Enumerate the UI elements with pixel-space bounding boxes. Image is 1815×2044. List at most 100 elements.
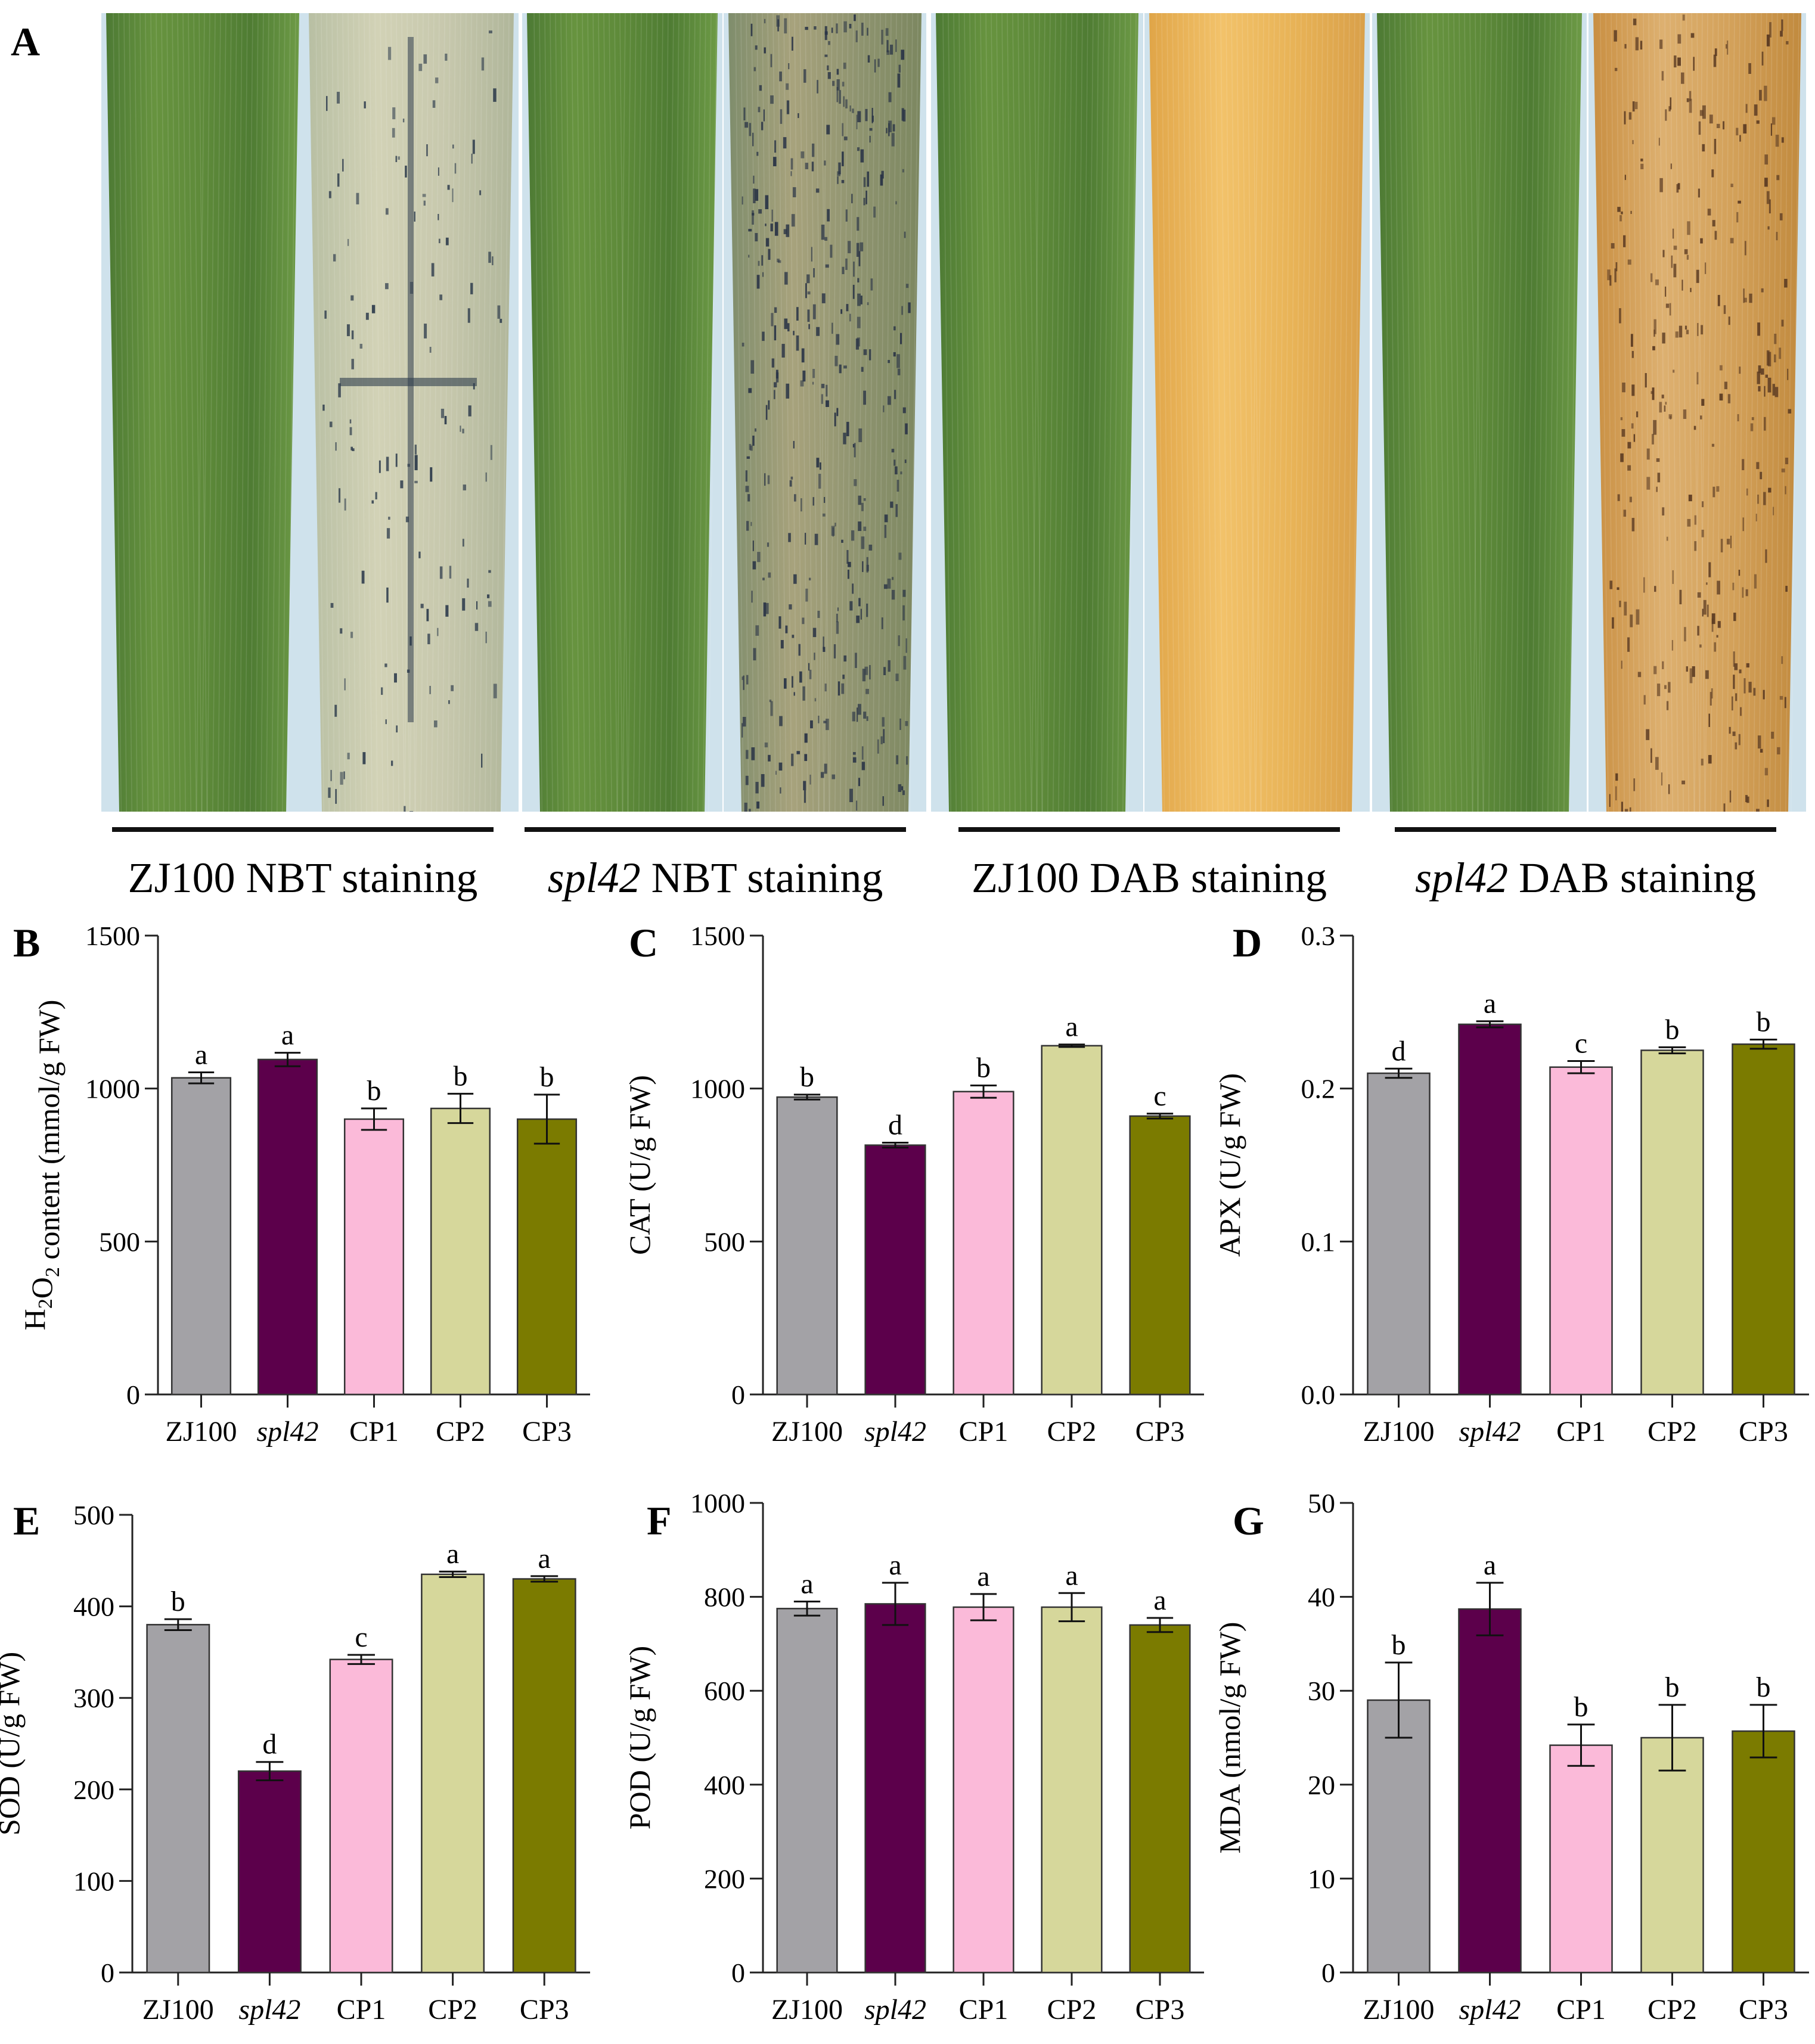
- panel-g-letter: G: [1233, 1498, 1264, 1543]
- x-tick-label: CP1: [349, 1416, 399, 1447]
- error-bar: [1749, 1039, 1777, 1050]
- x-tick-label: CP3: [1135, 1416, 1185, 1447]
- y-tick-label: 200: [73, 1775, 114, 1805]
- chart-e: 0 100 200 300 400 500 SOD (U/g FW) b ZJ100 d spl42…: [0, 1500, 590, 2026]
- bar-cp3: [1732, 1730, 1795, 1974]
- error-bar: [447, 1092, 474, 1124]
- error-bar: [882, 1582, 909, 1626]
- y-axis-label: SOD (U/g FW): [0, 1652, 26, 1835]
- panel-f-letter: F: [647, 1498, 672, 1543]
- error-bar: [274, 1052, 301, 1067]
- x-tick-label: CP2: [436, 1416, 485, 1447]
- bar-spl42: [257, 1058, 318, 1396]
- y-tick-label: 0: [1321, 1958, 1335, 1988]
- bar-cp2: [421, 1573, 485, 1974]
- x-tick-label: CP1: [959, 1994, 1009, 2026]
- panel-a-letter: A: [11, 19, 41, 64]
- significance-letter: a: [195, 1039, 207, 1070]
- y-tick-label: 0.2: [1301, 1074, 1336, 1104]
- significance-letter: c: [1575, 1027, 1587, 1059]
- spl42-nbt-control-leaf: [522, 13, 722, 812]
- group-bar-spl42-dab: [1395, 827, 1776, 832]
- y-tick-label: 50: [1308, 1488, 1335, 1518]
- significance-letter: d: [888, 1110, 902, 1141]
- y-tick-label: 0.3: [1301, 921, 1336, 951]
- significance-letter: b: [171, 1586, 185, 1617]
- significance-letter: c: [355, 1621, 367, 1653]
- significance-letter: a: [801, 1568, 813, 1599]
- y-tick-label: 1000: [85, 1074, 140, 1104]
- zj100-dab-control-leaf: [931, 13, 1143, 812]
- significance-letter: b: [800, 1061, 814, 1093]
- significance-letter: b: [1665, 1014, 1680, 1045]
- x-tick-label: spl42: [1459, 1994, 1521, 2026]
- x-tick-label: CP1: [959, 1416, 1009, 1447]
- group-label-spl42-dab: spl42 DAB staining: [1414, 854, 1757, 902]
- error-bar: [361, 1107, 387, 1131]
- bar-cp1: [953, 1091, 1014, 1396]
- x-tick-label: spl42: [256, 1416, 318, 1447]
- y-tick-label: 10: [1308, 1863, 1335, 1894]
- significance-letter: a: [281, 1020, 294, 1051]
- y-tick-label: 0: [731, 1380, 745, 1410]
- significance-letter: a: [1484, 1549, 1496, 1581]
- y-tick-label: 0: [731, 1958, 745, 1988]
- error-bar: [164, 1618, 192, 1632]
- y-tick-label: 400: [73, 1592, 114, 1622]
- x-tick-label: CP3: [522, 1416, 572, 1447]
- bar-cp2: [1640, 1049, 1704, 1396]
- error-bar: [970, 1593, 997, 1621]
- x-tick-label: CP2: [1648, 1416, 1697, 1447]
- bar-cp1: [953, 1606, 1014, 1974]
- significance-letter: b: [1392, 1629, 1406, 1661]
- significance-letter: a: [538, 1543, 551, 1574]
- y-axis-label: CAT (U/g FW): [623, 1075, 656, 1255]
- zj100-nbt-stained-leaf: [304, 13, 519, 812]
- error-bar: [188, 1071, 215, 1085]
- y-tick-label: 1000: [690, 1488, 745, 1518]
- bar-cp3: [512, 1578, 576, 1974]
- x-tick-label: CP1: [337, 1994, 386, 2026]
- bar-cp2: [1640, 1737, 1704, 1974]
- x-tick-label: CP2: [1648, 1994, 1697, 2026]
- bar-zj100: [776, 1608, 838, 1974]
- error-bar: [1658, 1704, 1686, 1772]
- bar-cp3: [1732, 1043, 1795, 1396]
- bar-cp2: [1041, 1045, 1103, 1396]
- panel-b-letter: B: [13, 920, 41, 965]
- error-bar: [530, 1575, 559, 1583]
- spl42-nbt-stained-leaf: [724, 13, 926, 812]
- group-bar-zj100-nbt: [112, 827, 494, 832]
- x-tick-label: spl42: [864, 1994, 926, 2026]
- error-bar: [1567, 1060, 1595, 1074]
- y-tick-label: 0.1: [1301, 1226, 1336, 1257]
- x-tick-label: ZJ100: [166, 1416, 237, 1447]
- significance-letter: b: [367, 1075, 381, 1107]
- spl42-dab-stained-leaf: [1588, 13, 1806, 812]
- error-bar: [1476, 1582, 1504, 1636]
- x-tick-label: CP2: [1047, 1994, 1097, 2026]
- bar-cp1: [1549, 1744, 1613, 1974]
- x-tick-label: CP3: [1739, 1416, 1788, 1447]
- bar-spl42: [864, 1144, 926, 1396]
- significance-letter: a: [1153, 1585, 1166, 1616]
- y-tick-label: 500: [704, 1226, 745, 1257]
- group-label-zj100-dab: ZJ100 DAB staining: [971, 854, 1327, 902]
- error-bar: [882, 1142, 909, 1149]
- y-axis-label: POD (U/g FW): [623, 1646, 656, 1829]
- y-tick-label: 20: [1308, 1770, 1335, 1800]
- significance-letter: c: [1153, 1080, 1166, 1112]
- bar-cp3: [516, 1118, 578, 1396]
- x-tick-label: CP2: [428, 1994, 477, 2026]
- bar-cp1: [1549, 1066, 1613, 1396]
- y-tick-label: 800: [704, 1582, 745, 1613]
- significance-letter: a: [977, 1561, 989, 1592]
- bar-zj100: [776, 1096, 838, 1396]
- bar-spl42: [237, 1770, 302, 1974]
- bar-cp3: [1129, 1115, 1191, 1396]
- chart-d: 0.0 0.1 0.2 0.3 APX (U/g FW) d ZJ100 a spl42 c CP1…: [1213, 921, 1809, 1447]
- bar-zj100: [1367, 1699, 1431, 1974]
- bar-cp3: [1129, 1624, 1191, 1974]
- significance-letter: b: [1665, 1672, 1680, 1703]
- error-bar: [1058, 1043, 1085, 1048]
